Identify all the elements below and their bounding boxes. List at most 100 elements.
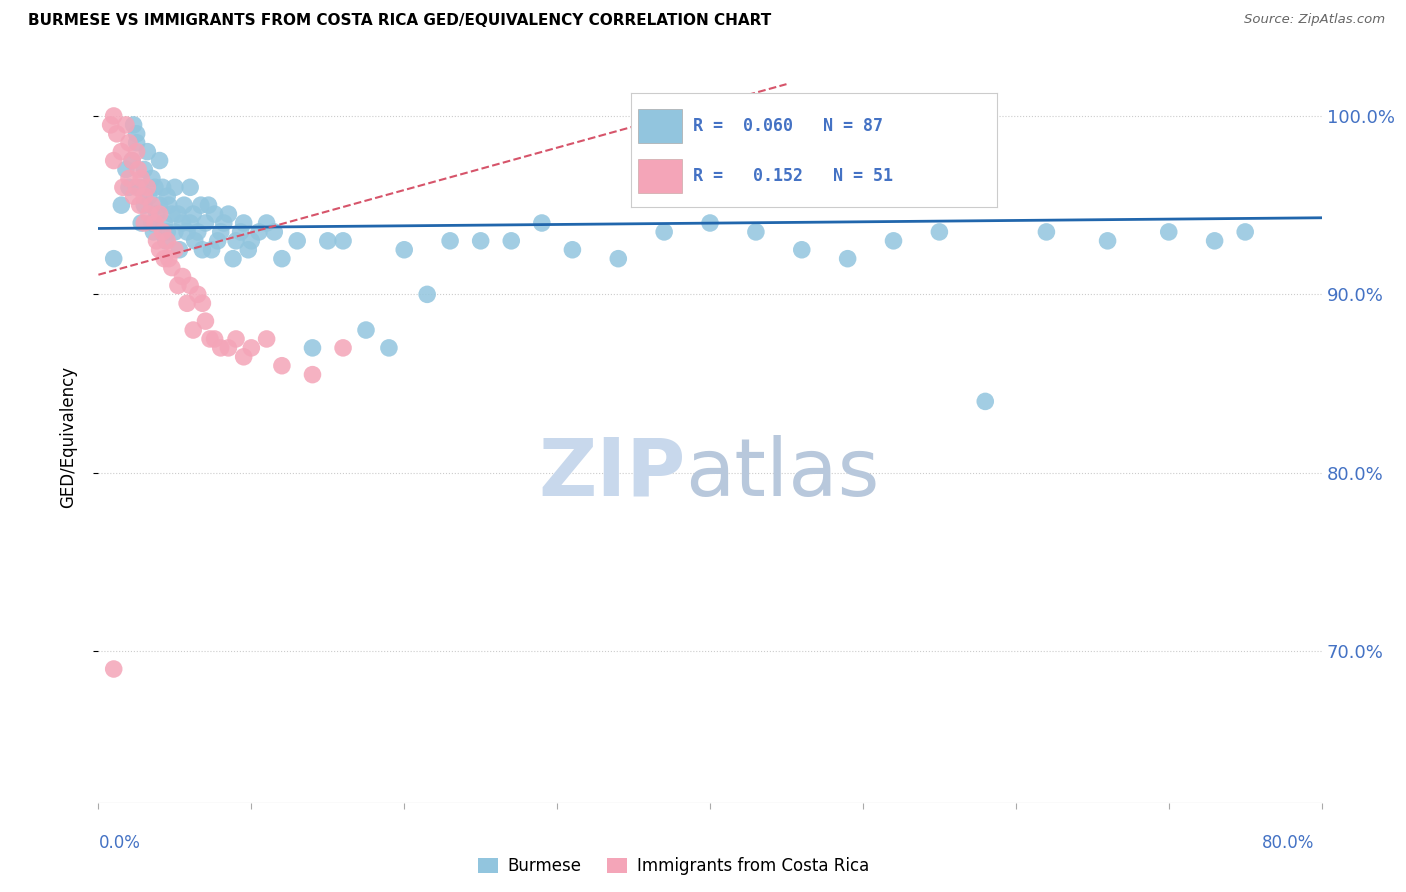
Point: [103, 662, 125, 676]
Point: [225, 332, 247, 346]
Point: [142, 225, 165, 239]
Point: [316, 234, 339, 248]
Point: [122, 118, 145, 132]
Point: [152, 225, 174, 239]
Point: [974, 394, 997, 409]
Point: [181, 323, 204, 337]
Point: [1035, 225, 1057, 239]
Point: [153, 216, 176, 230]
Point: [115, 118, 138, 132]
Point: [149, 207, 172, 221]
Point: [207, 234, 229, 248]
Point: [179, 278, 201, 293]
Point: [111, 180, 134, 194]
Point: [118, 136, 141, 150]
Point: [115, 162, 138, 177]
Point: [301, 341, 323, 355]
Point: [110, 145, 132, 159]
Point: [212, 216, 235, 230]
Point: [125, 180, 148, 194]
Point: [160, 260, 183, 275]
Point: [204, 332, 226, 346]
Point: [105, 127, 128, 141]
Point: [156, 234, 179, 248]
Point: [270, 252, 292, 266]
Point: [209, 225, 232, 239]
Point: [128, 198, 150, 212]
Point: [301, 368, 323, 382]
Point: [197, 198, 219, 212]
Point: [156, 225, 179, 239]
Point: [172, 216, 194, 230]
Point: [501, 234, 523, 248]
Point: [143, 216, 166, 230]
Text: BURMESE VS IMMIGRANTS FROM COSTA RICA GED/EQUIVALENCY CORRELATION CHART: BURMESE VS IMMIGRANTS FROM COSTA RICA GE…: [28, 13, 772, 29]
Point: [209, 341, 232, 355]
Y-axis label: GED/Equivalency: GED/Equivalency: [59, 366, 77, 508]
Point: [152, 180, 174, 194]
Point: [204, 207, 226, 221]
Point: [145, 234, 167, 248]
Text: ZIP: ZIP: [538, 434, 686, 513]
Point: [149, 153, 172, 168]
Point: [561, 243, 583, 257]
Point: [416, 287, 439, 301]
Point: [156, 189, 179, 203]
Point: [217, 341, 239, 355]
Point: [240, 234, 263, 248]
Point: [194, 314, 217, 328]
Point: [247, 225, 270, 239]
Text: 80.0%: 80.0%: [1263, 834, 1315, 852]
Point: [125, 127, 148, 141]
Point: [143, 180, 166, 194]
Point: [745, 225, 768, 239]
Point: [225, 234, 247, 248]
Point: [141, 198, 163, 212]
Point: [470, 234, 492, 248]
Point: [176, 296, 198, 310]
Point: [332, 234, 354, 248]
Point: [378, 341, 401, 355]
Point: [141, 171, 163, 186]
Point: [136, 145, 159, 159]
Point: [187, 287, 209, 301]
Point: [163, 180, 186, 194]
Point: [229, 225, 252, 239]
Point: [157, 252, 180, 266]
Point: [125, 136, 148, 150]
Point: [103, 109, 125, 123]
Point: [392, 243, 416, 257]
Point: [270, 359, 292, 373]
Text: 0.0%: 0.0%: [98, 834, 141, 852]
Point: [285, 234, 308, 248]
Point: [1204, 234, 1226, 248]
Point: [163, 225, 186, 239]
Point: [163, 243, 186, 257]
Point: [153, 252, 176, 266]
Point: [1157, 225, 1180, 239]
Point: [100, 118, 122, 132]
Point: [118, 180, 141, 194]
Point: [790, 243, 813, 257]
Point: [1234, 225, 1257, 239]
Point: [125, 145, 148, 159]
Point: [179, 216, 201, 230]
Point: [184, 234, 207, 248]
Point: [530, 216, 553, 230]
Point: [129, 216, 152, 230]
Point: [217, 207, 239, 221]
Point: [128, 180, 150, 194]
Point: [173, 198, 195, 212]
Point: [167, 207, 190, 221]
Point: [141, 216, 163, 230]
Point: [256, 332, 278, 346]
Point: [191, 243, 214, 257]
Point: [121, 153, 143, 168]
Point: [652, 225, 675, 239]
Point: [121, 153, 143, 168]
Point: [232, 216, 254, 230]
Point: [232, 350, 254, 364]
Point: [138, 189, 160, 203]
Point: [190, 198, 212, 212]
Point: [103, 153, 125, 168]
